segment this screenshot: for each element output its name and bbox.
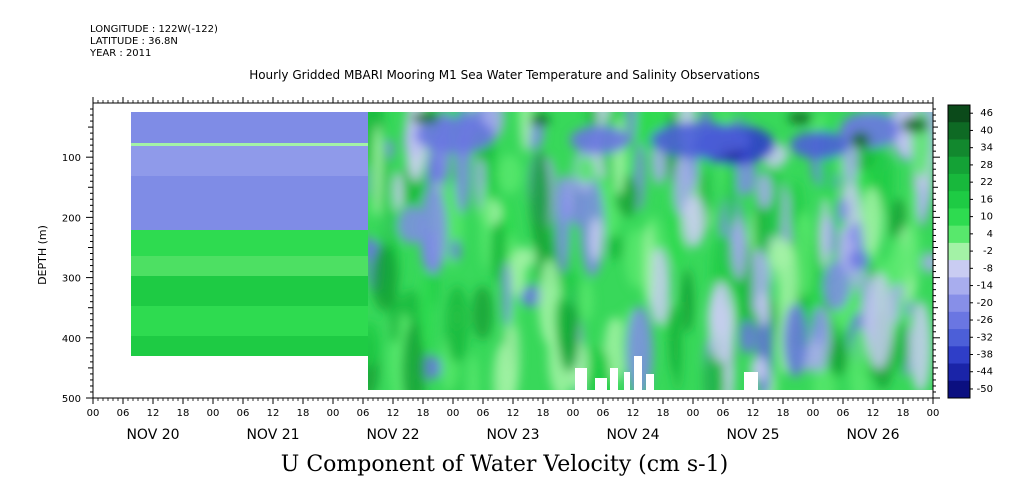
colorbar: 46 40 34 28 22 16 10 4 -2 -8 -14 -20 -26 -32 -38 -44 -50 — [947, 104, 993, 399]
x-hour-tick-label: 18 — [417, 408, 430, 419]
right-turbulent-region — [368, 112, 933, 390]
longitude-label: LONGITUDE : 122W(-122) — [90, 24, 218, 35]
colorbar-tick-label: 16 — [980, 194, 993, 205]
colorbar-swatch — [948, 122, 970, 140]
colorbar-tick-label: -32 — [977, 332, 993, 343]
x-day-label: NOV 25 — [726, 427, 779, 443]
x-hour-tick-label: 06 — [717, 408, 730, 419]
colorbar-swatch — [948, 139, 970, 158]
colorbar-tick-label: 4 — [987, 229, 993, 240]
x-hour-tick-label: 18 — [777, 408, 790, 419]
x-day-label: NOV 23 — [486, 427, 539, 443]
x-hour-tick-label: 12 — [387, 408, 400, 419]
x-day-label: NOV 22 — [366, 427, 419, 443]
colorbar-tick-label: -44 — [977, 367, 993, 378]
colorbar-tick-label: -38 — [977, 349, 993, 360]
x-hour-tick-label: 06 — [237, 408, 250, 419]
y-axis-label: DEPTH (m) — [36, 225, 49, 285]
y-tick-label: 400 — [62, 334, 81, 345]
colorbar-tick-label: -26 — [977, 315, 993, 326]
x-hour-tick-label: 18 — [177, 408, 190, 419]
x-hour-tick-label: 12 — [627, 408, 640, 419]
colorbar-swatch — [948, 105, 970, 123]
colorbar-tick-label: -20 — [977, 298, 993, 309]
x-hour-tick-label: 12 — [747, 408, 760, 419]
x-hour-tick-label: 18 — [297, 408, 310, 419]
x-hour-tick-label: 00 — [327, 408, 340, 419]
x-hour-tick-label: 00 — [207, 408, 220, 419]
colorbar-swatch — [948, 294, 970, 313]
colorbar-tick-label: 22 — [980, 177, 993, 188]
colorbar-tick-label: 40 — [980, 125, 993, 136]
colorbar-swatch — [948, 173, 970, 192]
latitude-label: LATITUDE : 36.8N — [90, 36, 178, 47]
chart-title: Hourly Gridded MBARI Mooring M1 Sea Wate… — [249, 68, 760, 82]
colorbar-swatch — [948, 225, 970, 244]
colorbar-tick-label: 34 — [980, 143, 993, 154]
x-day-label: NOV 21 — [246, 427, 299, 443]
colorbar-swatch — [948, 311, 970, 330]
colorbar-tick-label: 46 — [980, 108, 993, 119]
x-hour-tick-label: 18 — [897, 408, 910, 419]
x-hour-tick-label: 00 — [687, 408, 700, 419]
y-tick-label: 100 — [62, 153, 81, 164]
x-day-label: NOV 24 — [606, 427, 659, 443]
x-hour-tick-label: 18 — [537, 408, 550, 419]
left-profile-region — [131, 112, 370, 356]
year-label: YEAR : 2011 — [90, 48, 152, 59]
colorbar-swatch — [948, 363, 970, 382]
y-tick-label: 300 — [62, 274, 81, 285]
x-hour-tick-label: 12 — [147, 408, 160, 419]
colorbar-tick-label: -2 — [983, 246, 993, 257]
x-day-label: NOV 26 — [846, 427, 899, 443]
x-hour-tick-label: 12 — [867, 408, 880, 419]
colorbar-tick-label: -50 — [977, 384, 993, 395]
x-hour-tick-label: 00 — [927, 408, 940, 419]
colorbar-tick-label: 10 — [980, 212, 993, 223]
colorbar-swatch — [948, 208, 970, 227]
y-tick-label: 200 — [62, 213, 81, 224]
colorbar-swatch — [948, 260, 970, 278]
x-day-label: NOV 20 — [126, 427, 179, 443]
colorbar-variable-title: U Component of Water Velocity (cm s-1) — [280, 452, 729, 477]
x-hour-tick-label: 12 — [507, 408, 520, 419]
colorbar-swatch — [948, 156, 970, 175]
x-hour-tick-label: 12 — [267, 408, 280, 419]
colorbar-tick-label: -14 — [977, 281, 993, 292]
colorbar-tick-label: 28 — [980, 160, 993, 171]
x-hour-tick-label: 06 — [117, 408, 130, 419]
x-hour-tick-label: 00 — [807, 408, 820, 419]
x-hour-tick-label: 00 — [87, 408, 100, 419]
colorbar-swatch — [948, 242, 970, 261]
colorbar-swatch — [948, 277, 970, 296]
y-axis: 100 200 300 400 500 — [62, 108, 940, 405]
colorbar-tick-label: -8 — [983, 263, 993, 274]
x-hour-tick-label: 06 — [837, 408, 850, 419]
colorbar-swatch — [948, 329, 970, 347]
x-hour-tick-label: 06 — [597, 408, 610, 419]
colorbar-swatch — [948, 346, 970, 365]
x-hour-tick-label: 00 — [567, 408, 580, 419]
colorbar-swatch — [948, 191, 970, 209]
x-hour-tick-label: 00 — [447, 408, 460, 419]
x-hour-tick-label: 06 — [357, 408, 370, 419]
x-hour-tick-label: 06 — [477, 408, 490, 419]
colorbar-swatch — [948, 380, 970, 399]
y-tick-label: 500 — [62, 394, 81, 405]
x-hour-tick-label: 18 — [657, 408, 670, 419]
x-axis: 00 06 12 18 00 06 12 18 00 06 12 18 00 06 12 18 00 06 12 18… — [87, 97, 940, 443]
